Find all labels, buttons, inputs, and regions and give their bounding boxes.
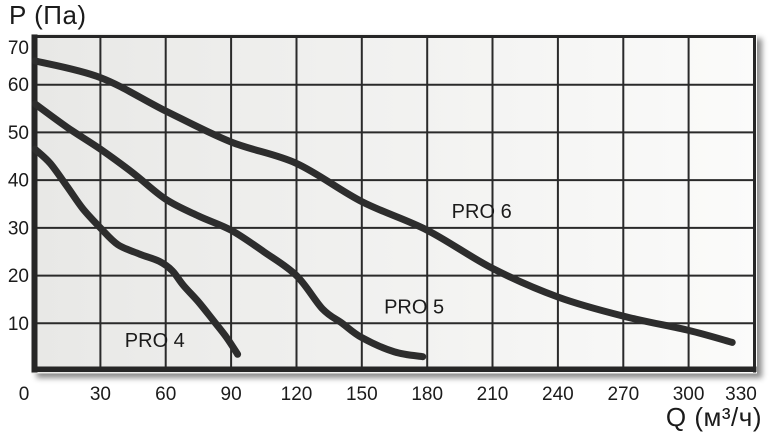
x-tick-label: 60 — [155, 384, 176, 405]
series-labels: PRO 4 PRO 5 PRO 6 — [125, 201, 512, 352]
y-tick-label: 20 — [8, 266, 29, 287]
y-tick-label: 60 — [8, 75, 29, 96]
curve-pro-6 — [31, 57, 736, 346]
y-tick-label: 10 — [8, 314, 29, 335]
x-tick-label: 30 — [90, 384, 111, 405]
y-tick-label: 30 — [8, 218, 29, 239]
x-tick-label: 210 — [477, 384, 509, 405]
curve-pro-4 — [31, 145, 242, 358]
curves — [31, 57, 736, 361]
x-tick-label: 120 — [281, 384, 313, 405]
y-axis-title: P (Па) — [9, 0, 87, 30]
x-tick-label: 90 — [221, 384, 242, 405]
x-tick-label: 180 — [411, 384, 443, 405]
x-axis-title: Q (м³/ч) — [665, 402, 762, 432]
x-tick-label: 240 — [542, 384, 574, 405]
axis-frame — [31, 34, 757, 373]
x-tick-label: 0 — [19, 384, 30, 405]
series-label-pro-4: PRO 4 — [125, 330, 185, 352]
y-tick-label: 50 — [8, 123, 29, 144]
y-tick-label: 40 — [8, 171, 29, 192]
x-tick-label: 300 — [673, 384, 705, 405]
series-label-pro-6: PRO 6 — [452, 201, 512, 223]
x-tick-label: 270 — [607, 384, 639, 405]
curve-pro-5 — [31, 100, 427, 361]
x-tick-label: 150 — [346, 384, 378, 405]
grid-lines — [35, 37, 754, 371]
series-label-pro-5: PRO 5 — [384, 297, 444, 319]
tick-labels: 0 30 60 90 120 150 180 210 240 270 300 330 10 20 30 40 5… — [8, 38, 757, 405]
y-tick-label: 70 — [8, 38, 29, 59]
x-tick-label: 330 — [725, 384, 757, 405]
